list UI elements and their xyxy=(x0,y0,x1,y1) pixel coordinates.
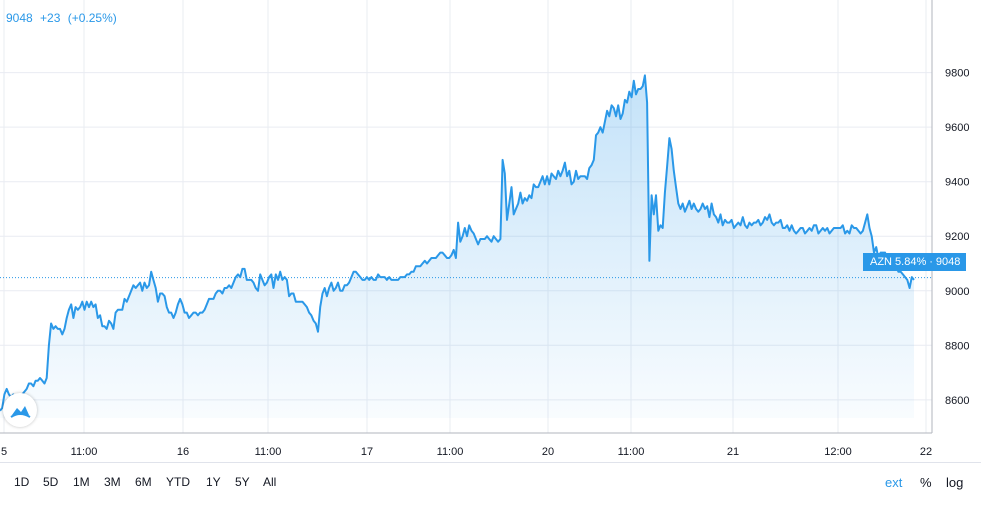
range-button-5y[interactable]: 5Y xyxy=(235,475,250,489)
tradingview-logo-button[interactable] xyxy=(3,393,37,427)
x-tick-label: 11:00 xyxy=(71,446,98,458)
price-tag-value: 9048 xyxy=(935,256,961,268)
price-readout: 9048 +23 (+0.25%) xyxy=(6,11,121,25)
bottom-toolbar: 1D 5D 1M 3M 6M YTD 1Y 5Y All ext % log xyxy=(0,462,981,503)
last-price-tag: AZN 5.84% · 9048 xyxy=(863,253,967,271)
y-tick-label: 8800 xyxy=(945,340,969,352)
range-button-ytd[interactable]: YTD xyxy=(166,475,190,489)
x-tick-label: 12:00 xyxy=(824,446,852,458)
price-tag-label: AZN 5.84% xyxy=(870,256,927,268)
y-tick-label: 9400 xyxy=(945,177,969,189)
readout-change-pct: (+0.25%) xyxy=(67,11,117,25)
ext-hours-toggle[interactable]: ext xyxy=(885,475,903,490)
y-tick-label: 8600 xyxy=(945,395,969,407)
y-tick-label: 9200 xyxy=(945,231,969,243)
readout-last: 9048 xyxy=(6,11,33,25)
axis-layer: 8600 8800 9000 9200 9400 9600 9800 5 11:00 16 11:0… xyxy=(0,0,969,458)
line-layer xyxy=(0,74,915,412)
range-button-1d[interactable]: 1D xyxy=(14,475,30,489)
range-button-5d[interactable]: 5D xyxy=(43,475,59,489)
x-tick-label: 11:00 xyxy=(255,446,282,458)
y-tick-label: 9800 xyxy=(945,68,969,80)
range-button-1m[interactable]: 1M xyxy=(73,475,90,489)
x-tick-label: 17 xyxy=(361,446,373,458)
x-tick-label: 20 xyxy=(542,446,554,458)
range-button-6m[interactable]: 6M xyxy=(135,475,152,489)
x-tick-label: 21 xyxy=(727,446,739,458)
x-tick-label: 5 xyxy=(1,446,7,458)
range-button-all[interactable]: All xyxy=(263,475,277,489)
y-tick-label: 9600 xyxy=(945,122,969,134)
tradingview-logo-icon xyxy=(10,406,31,418)
range-button-1y[interactable]: 1Y xyxy=(206,475,221,489)
y-tick-label: 9000 xyxy=(945,286,969,298)
x-tick-label: 11:00 xyxy=(437,446,464,458)
x-tick-label: 22 xyxy=(920,446,932,458)
price-tag-separator: · xyxy=(929,256,933,268)
range-button-3m[interactable]: 3M xyxy=(104,475,121,489)
series-line xyxy=(0,74,915,412)
x-tick-label: 11:00 xyxy=(618,446,645,458)
percent-scale-toggle[interactable]: % xyxy=(920,475,932,490)
log-scale-toggle[interactable]: log xyxy=(946,475,964,490)
readout-change: +23 xyxy=(40,11,61,25)
x-tick-label: 16 xyxy=(177,446,189,458)
